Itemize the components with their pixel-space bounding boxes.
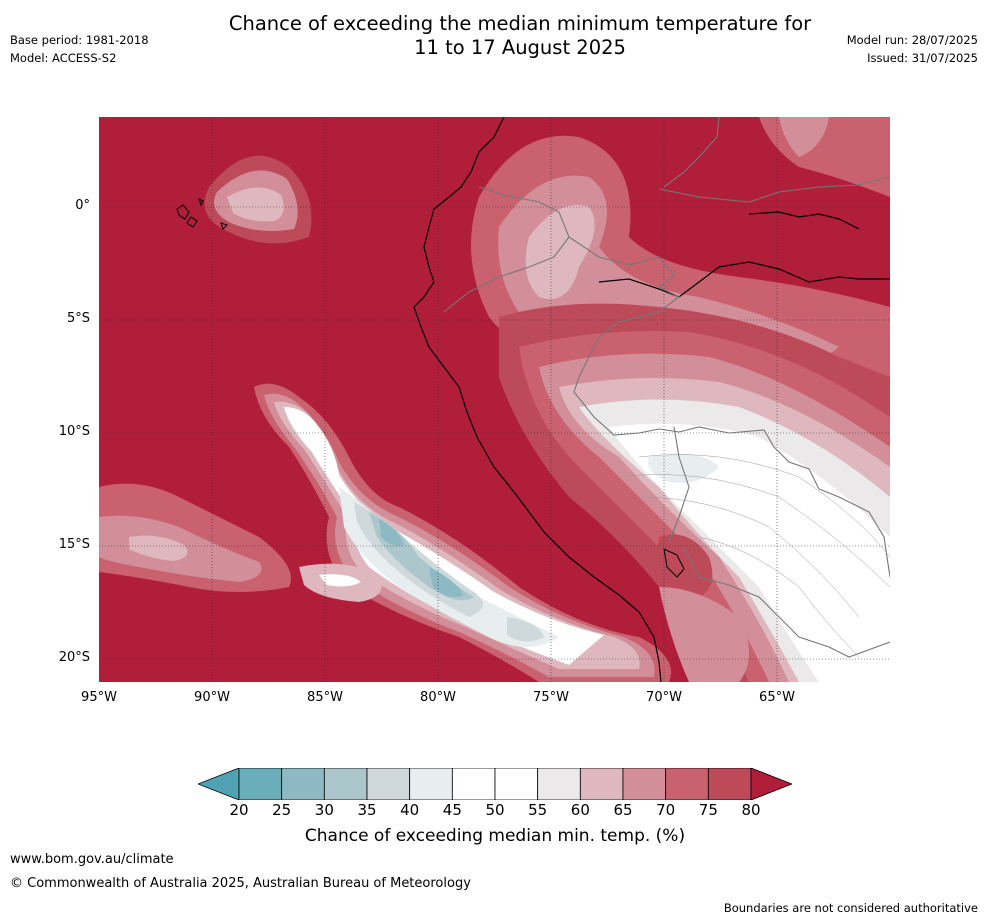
- colorbar-bin: [537, 767, 581, 801]
- colorbar-tick-label: 25: [272, 801, 292, 819]
- colorbar-bin: [665, 767, 709, 801]
- colorbar-bin: [707, 767, 752, 801]
- map-title: Chance of exceeding the median minimum t…: [140, 12, 900, 60]
- colorbar-bin: [323, 767, 368, 801]
- map-gridlines: [99, 117, 890, 682]
- colorbar-tick-label: 70: [656, 801, 676, 819]
- model-text: Model: ACCESS-S2: [10, 51, 117, 65]
- lon-label-70w: 70°W: [646, 690, 682, 705]
- colorbar-bin: [281, 767, 325, 801]
- issued-text: Issued: 31/07/2025: [867, 51, 978, 65]
- colorbar-tick-label: 40: [400, 801, 420, 819]
- probability-map[interactable]: [99, 117, 890, 682]
- colorbar-tick-label: 35: [357, 801, 377, 819]
- colorbar-tick-label: 30: [314, 801, 334, 819]
- north-coastline: [598, 261, 890, 298]
- south-america-coastline: [413, 117, 662, 682]
- colorbar-tick-label: 55: [528, 801, 548, 819]
- colorbar-under-arrow: [196, 767, 240, 801]
- colorbar-tick-label: 80: [741, 801, 761, 819]
- lat-label-0: 0°: [75, 198, 90, 213]
- lon-label-85w: 85°W: [307, 690, 343, 705]
- caribbean-coastline: [748, 211, 860, 230]
- title-line-1: Chance of exceeding the median minimum t…: [228, 12, 812, 35]
- colorbar-bin: [451, 767, 496, 801]
- map-canvas: [99, 117, 890, 682]
- lon-label-95w: 95°W: [81, 690, 117, 705]
- country-borders: [443, 117, 890, 658]
- lat-label-15s: 15°S: [58, 537, 90, 552]
- model-run-text: Model run: 28/07/2025: [846, 33, 978, 47]
- colorbar-bin: [622, 767, 667, 801]
- colorbar-bin: [238, 767, 283, 801]
- colorbar-tick-label: 50: [485, 801, 505, 819]
- colorbar-tick-label: 20: [229, 801, 249, 819]
- colorbar-over-arrow: [750, 767, 794, 801]
- colorbar-tick-label: 45: [442, 801, 462, 819]
- lat-label-20s: 20°S: [58, 650, 90, 665]
- disclaimer-text: Boundaries are not considered authoritat…: [723, 901, 978, 915]
- colorbar-bin: [409, 767, 453, 801]
- contour-galapagos: [204, 155, 312, 244]
- colorbar-tick-label: 65: [613, 801, 633, 819]
- copyright-text: © Commonwealth of Australia 2025, Austra…: [10, 876, 471, 891]
- colorbar: [196, 767, 794, 801]
- base-period-text: Base period: 1981-2018: [10, 33, 149, 47]
- colorbar-bin: [579, 767, 624, 801]
- lat-label-5s: 5°S: [66, 311, 90, 326]
- lon-label-90w: 90°W: [194, 690, 230, 705]
- contour-interior: [499, 303, 890, 682]
- colorbar-bin: [366, 767, 411, 801]
- colorbar-bin: [494, 767, 539, 801]
- colorbar-tick-label: 75: [698, 801, 718, 819]
- lon-label-75w: 75°W: [533, 690, 569, 705]
- lon-label-65w: 65°W: [759, 690, 795, 705]
- lon-label-80w: 80°W: [420, 690, 456, 705]
- contour-west-blob: [99, 483, 382, 602]
- galapagos-islands: [176, 198, 228, 230]
- website-text: www.bom.gov.au/climate: [10, 852, 174, 867]
- colorbar-svg: [196, 767, 794, 801]
- lat-label-10s: 10°S: [58, 424, 90, 439]
- colorbar-title: Chance of exceeding median min. temp. (%…: [304, 826, 686, 846]
- contour-lines: [618, 454, 890, 658]
- titicaca-lake: [663, 548, 685, 578]
- contour-titicaca: [654, 534, 749, 682]
- colorbar-tick-label: 60: [570, 801, 590, 819]
- title-line-2: 11 to 17 August 2025: [414, 36, 626, 59]
